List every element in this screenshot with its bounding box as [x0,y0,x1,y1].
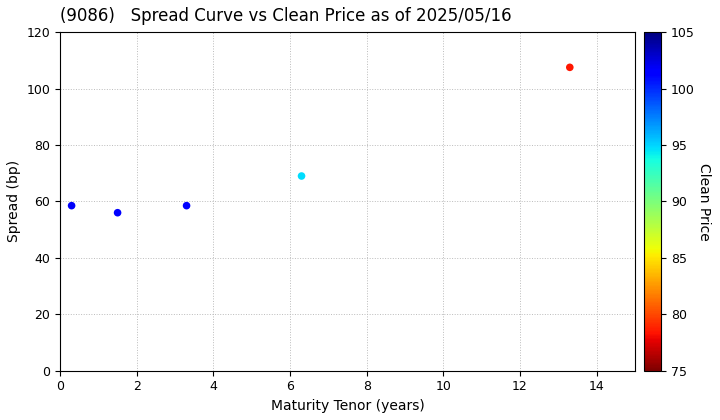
X-axis label: Maturity Tenor (years): Maturity Tenor (years) [271,399,424,413]
Point [181,202,192,209]
Y-axis label: Spread (bp): Spread (bp) [7,160,21,242]
Point [66,202,77,209]
Y-axis label: Clean Price: Clean Price [698,163,711,240]
Point [564,64,575,71]
Point [296,173,307,179]
Text: (9086)   Spread Curve vs Clean Price as of 2025/05/16: (9086) Spread Curve vs Clean Price as of… [60,7,512,25]
Point [112,209,123,216]
